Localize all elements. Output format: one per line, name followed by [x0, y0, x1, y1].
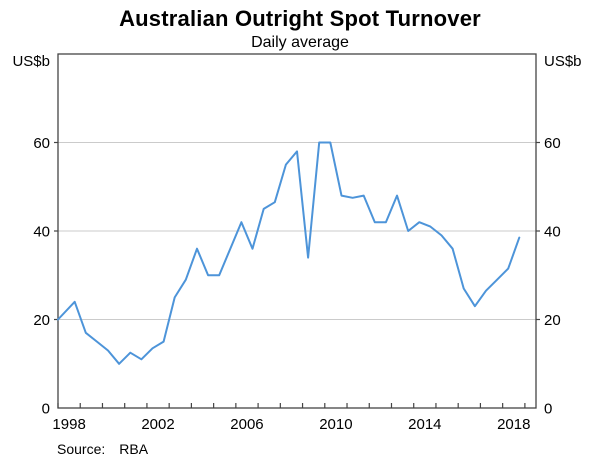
y-axis-label-left-60: 60 [33, 135, 50, 152]
y-axis-label-left-20: 20 [33, 312, 50, 329]
source-label: Source: [57, 441, 106, 457]
x-axis-label-1998: 1998 [52, 416, 85, 433]
x-axis-label-2006: 2006 [230, 416, 263, 433]
y-axis-label-right-60: 60 [544, 135, 561, 152]
y-axis-label-right-20: 20 [544, 312, 561, 329]
x-axis-label-2010: 2010 [319, 416, 352, 433]
x-axis-label-2018: 2018 [497, 416, 530, 433]
x-axis-label-2014: 2014 [408, 416, 441, 433]
y-axis-label-left-40: 40 [33, 224, 50, 241]
source-value: RBA [119, 441, 149, 457]
y-axis-unit-right: US$b [544, 53, 582, 70]
source-note: Source: RBA [57, 441, 148, 457]
series-line-spot-turnover [57, 141, 521, 365]
y-axis-label-right-40: 40 [544, 224, 561, 241]
y-axis-label-right-0: 0 [544, 401, 552, 418]
chart-subtitle: Daily average [251, 34, 349, 51]
y-axis-label-left-0: 0 [42, 401, 50, 418]
y-axis-unit-left: US$b [12, 53, 50, 70]
x-axis-label-2002: 2002 [141, 416, 174, 433]
chart-title: Australian Outright Spot Turnover [119, 6, 481, 31]
